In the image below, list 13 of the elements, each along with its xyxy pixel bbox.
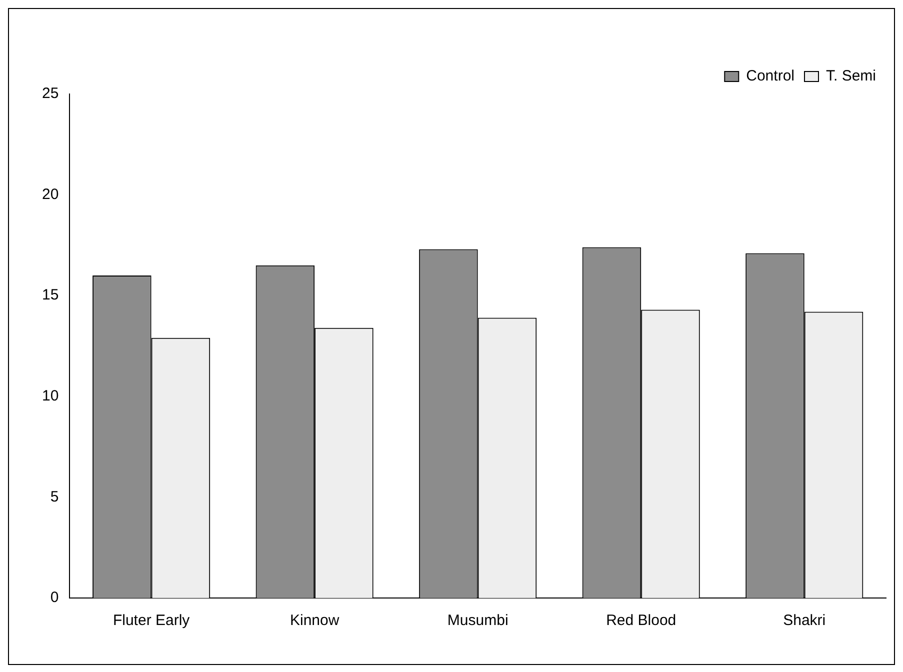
legend-label: T. Semi — [826, 68, 876, 85]
x-tick-label: Red Blood — [606, 612, 676, 630]
legend-label: Control — [746, 68, 794, 85]
x-tick-label: Shakri — [783, 612, 826, 630]
y-tick-label: 0 — [50, 589, 59, 606]
x-tick-label: Fluter Early — [112, 612, 190, 630]
y-tick-label: 25 — [42, 85, 59, 102]
y-tick-label: 15 — [42, 286, 59, 304]
y-tick-label: 10 — [42, 388, 59, 405]
y-tick-label: 5 — [50, 488, 59, 506]
x-tick-label: Kinnow — [290, 612, 340, 630]
x-tick-label: Musumbi — [447, 612, 508, 630]
y-tick-label: 20 — [42, 186, 59, 203]
